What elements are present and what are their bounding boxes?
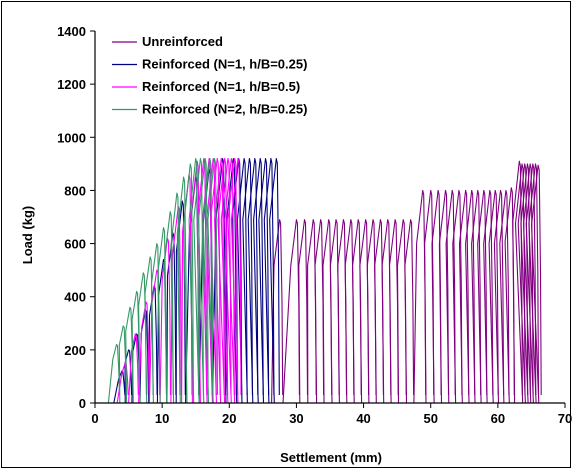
series-cycle [493, 189, 505, 404]
series-cycle [166, 232, 177, 404]
y-tick-label: 1200 [57, 77, 86, 92]
series-cycle [138, 301, 150, 404]
y-tick-label: 400 [64, 290, 86, 305]
series-cycle [107, 343, 121, 404]
series-cycle [207, 157, 219, 404]
y-tick-label: 600 [64, 237, 86, 252]
series-cycle [307, 219, 317, 404]
series-cycle [514, 163, 526, 404]
series-cycle [413, 189, 427, 404]
x-tick-label: 30 [289, 411, 303, 426]
series-cycle [520, 163, 531, 404]
series-cycle [531, 164, 542, 404]
series-cycle [517, 163, 529, 404]
y-tick-label: 0 [79, 396, 86, 411]
series-cycle [352, 219, 362, 404]
x-axis-title: Settlement (mm) [280, 450, 382, 465]
legend: Unreinforced Reinforced (N=1, h/B=0.25) Re… [112, 34, 307, 117]
series-cycle [183, 163, 194, 404]
series-cycle [458, 189, 470, 404]
series-cycle [263, 157, 275, 404]
series-cycle [465, 189, 476, 404]
series-cycle [253, 157, 264, 404]
series-cycle [175, 200, 186, 404]
series-cycle [452, 189, 463, 404]
series-cycle [282, 219, 300, 404]
legend-item-label: Reinforced (N=1, h/B=0.5) [142, 79, 300, 94]
x-tick-label: 40 [356, 411, 370, 426]
series-cycle [528, 163, 540, 404]
series-cycle [202, 157, 214, 404]
series-cycle [438, 189, 450, 404]
series-cycle [193, 157, 204, 404]
series-cycle [314, 219, 325, 404]
x-tick-label: 10 [155, 411, 169, 426]
x-tick-label: 70 [558, 411, 572, 426]
series-cycle [159, 237, 172, 404]
y-tick-label: 200 [64, 343, 86, 358]
series-cycle [445, 189, 456, 404]
y-tick-label: 800 [64, 183, 86, 198]
series-cycle [128, 333, 139, 404]
series-cycle [197, 157, 209, 404]
series-group [271, 160, 542, 404]
series-cycle [188, 157, 200, 404]
series-cycle [483, 189, 494, 404]
series-cycle [236, 157, 248, 404]
series-cycle [298, 219, 309, 404]
series-cycle [388, 219, 399, 404]
x-tick-label: 20 [222, 411, 236, 426]
axes-layer: 0 10 20 30 40 50 60 70 0 200 400 600 800 1000 1200 1400 [57, 24, 572, 426]
series-cycle [242, 157, 253, 404]
plot-layer [107, 157, 542, 404]
series-cycle [499, 189, 510, 404]
series-group [107, 157, 219, 404]
series-cycle [344, 219, 355, 404]
y-axis-title: Load (kg) [20, 206, 35, 265]
legend-item-label: Reinforced (N=2, h/B=0.25) [142, 102, 307, 117]
series-cycle [404, 219, 415, 404]
y-tick-label: 1400 [57, 24, 86, 39]
legend-item-label: Unreinforced [142, 34, 223, 49]
series-cycle [258, 157, 270, 404]
series-cycle [230, 157, 242, 404]
x-tick-label: 0 [91, 411, 98, 426]
series-cycle [477, 189, 488, 404]
series-cycle [488, 189, 499, 404]
series-cycle [189, 160, 201, 404]
series-cycle [247, 157, 259, 404]
series-cycle [124, 349, 133, 404]
series-cycle [471, 189, 482, 404]
series-cycle [170, 192, 181, 404]
x-tick-label: 50 [423, 411, 437, 426]
series-cycle [523, 163, 534, 404]
series-cycle [227, 157, 239, 404]
series-cycle [512, 160, 523, 404]
series-cycle [163, 211, 174, 404]
series-cycle [525, 163, 537, 404]
series-cycle [176, 176, 188, 404]
legend-item-label: Reinforced (N=1, h/B=0.25) [142, 57, 307, 72]
x-tick-label: 60 [491, 411, 505, 426]
y-tick-label: 1000 [57, 130, 86, 145]
series-cycle [269, 157, 280, 404]
